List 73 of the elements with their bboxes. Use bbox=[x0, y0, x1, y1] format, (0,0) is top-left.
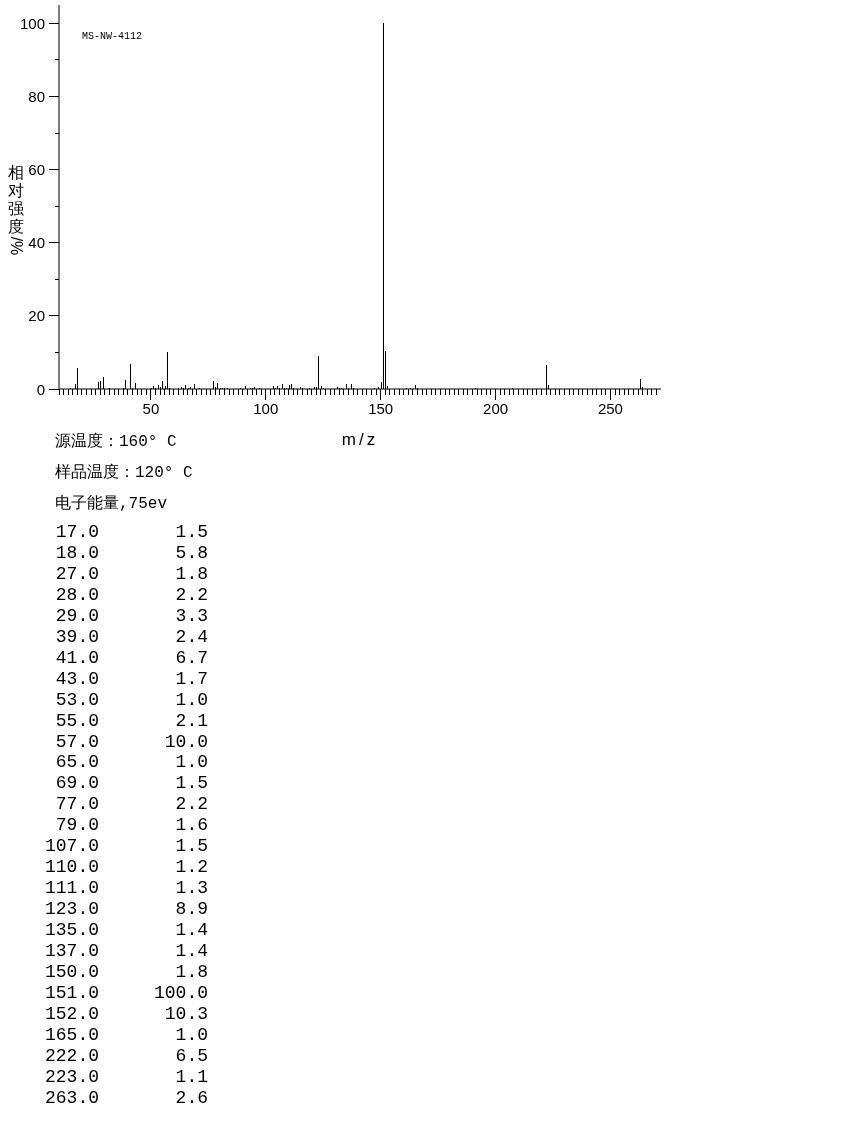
data-label: 1.0 bbox=[174, 752, 208, 774]
category-label: 18.0 bbox=[54, 542, 99, 564]
category-label: 55.0 bbox=[54, 710, 99, 732]
data-label: 1.5 bbox=[174, 836, 208, 858]
category-label: 65.0 bbox=[54, 752, 99, 774]
x-tick-label: 50 bbox=[142, 400, 160, 418]
category-label: 107.0 bbox=[44, 836, 99, 858]
text: 电子能量,75ev bbox=[55, 494, 168, 515]
data-label: 1.6 bbox=[174, 815, 208, 837]
category-label: 39.0 bbox=[54, 626, 99, 648]
data-label: 1.5 bbox=[174, 522, 208, 543]
data-label: 1.8 bbox=[174, 962, 208, 983]
x-axis-title: m/z bbox=[341, 430, 379, 449]
category-label: 150.0 bbox=[44, 962, 99, 983]
category-label: 43.0 bbox=[54, 668, 99, 690]
category-label: 223.0 bbox=[44, 1066, 99, 1088]
y-axis-title: 相对强度/% bbox=[8, 164, 25, 256]
category-label: 263.0 bbox=[44, 1087, 99, 1109]
category-label: 165.0 bbox=[44, 1024, 99, 1046]
data-label: 1.0 bbox=[174, 689, 208, 711]
y-tick-label: 100 bbox=[19, 14, 45, 32]
category-label: 28.0 bbox=[54, 584, 99, 606]
data-label: 10.3 bbox=[163, 1003, 208, 1025]
y-tick-label: 60 bbox=[28, 161, 45, 179]
data-label: 2.2 bbox=[174, 584, 208, 606]
category-label: 123.0 bbox=[44, 899, 99, 921]
category-label: 27.0 bbox=[54, 563, 99, 585]
data-label: 2.4 bbox=[174, 626, 208, 648]
y-tick-label: 0 bbox=[36, 380, 45, 398]
category-label: 110.0 bbox=[44, 857, 99, 879]
data-label: 1.2 bbox=[174, 857, 208, 879]
data-label: 1.1 bbox=[174, 1066, 208, 1088]
data-label: 5.8 bbox=[174, 542, 208, 564]
y-tick-label: 80 bbox=[28, 87, 45, 105]
data-label: 2.6 bbox=[174, 1087, 208, 1109]
data-label: 2.2 bbox=[174, 794, 208, 816]
category-label: 29.0 bbox=[54, 605, 99, 627]
category-label: 222.0 bbox=[44, 1045, 99, 1067]
data-label: 1.3 bbox=[174, 878, 208, 900]
category-label: 17.0 bbox=[54, 522, 99, 543]
x-tick-label: 150 bbox=[368, 400, 394, 418]
data-label: 1.5 bbox=[174, 773, 208, 795]
category-label: 135.0 bbox=[44, 920, 99, 942]
data-label: 100.0 bbox=[153, 982, 208, 1004]
data-label: 2.1 bbox=[174, 710, 208, 732]
data-label: 6.7 bbox=[174, 647, 208, 669]
category-label: 77.0 bbox=[54, 794, 99, 816]
data-label: 3.3 bbox=[174, 605, 208, 627]
category-label: 137.0 bbox=[44, 941, 99, 963]
data-label: 1.0 bbox=[174, 1024, 208, 1046]
text: 源温度：160° C bbox=[55, 431, 178, 453]
category-label: 151.0 bbox=[44, 982, 99, 1004]
category-label: 57.0 bbox=[54, 731, 99, 753]
category-label: 111.0 bbox=[44, 878, 99, 900]
annotation: MS-NW-4112 bbox=[82, 31, 143, 43]
y-tick-label: 20 bbox=[28, 307, 45, 325]
category-label: 41.0 bbox=[54, 647, 99, 669]
data-label: 1.4 bbox=[174, 920, 208, 942]
x-tick-label: 250 bbox=[597, 400, 623, 418]
data-label: 1.7 bbox=[174, 668, 208, 690]
text: 样品温度：120° C bbox=[55, 462, 193, 484]
x-tick-label: 100 bbox=[253, 400, 279, 418]
data-label: 6.5 bbox=[174, 1045, 208, 1067]
data-label: 1.8 bbox=[174, 563, 208, 585]
data-label: 10.0 bbox=[163, 731, 208, 753]
x-tick-label: 200 bbox=[483, 400, 509, 418]
y-tick-label: 40 bbox=[28, 234, 45, 252]
category-label: 69.0 bbox=[54, 773, 99, 795]
data-label: 8.9 bbox=[174, 899, 208, 921]
category-label: 79.0 bbox=[54, 815, 99, 837]
category-label: 152.0 bbox=[44, 1003, 99, 1025]
data-label: 1.4 bbox=[174, 941, 208, 963]
category-label: 53.0 bbox=[54, 689, 99, 711]
